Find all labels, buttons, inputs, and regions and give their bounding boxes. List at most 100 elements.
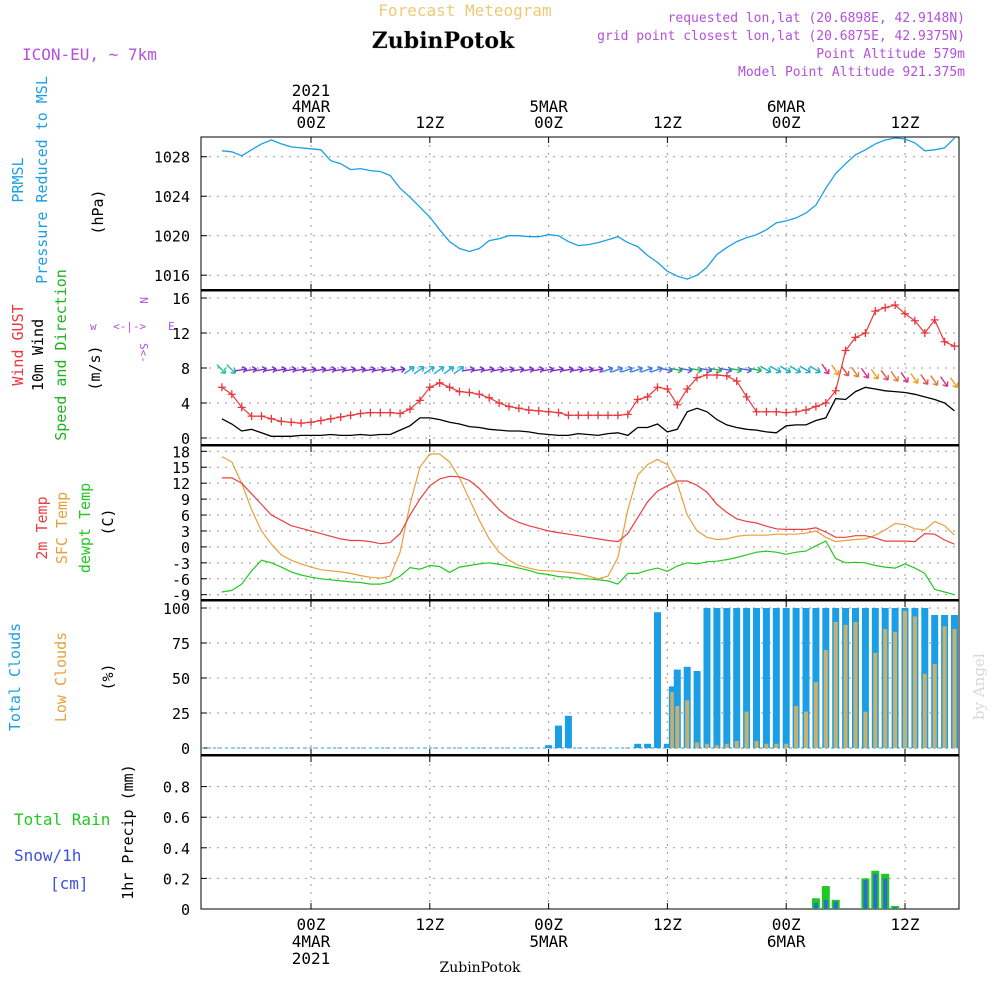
low-cloud-bar (883, 629, 888, 748)
wind-direction-arrow (234, 365, 248, 374)
wind-direction-arrow (910, 373, 919, 384)
arrow-shape (910, 373, 919, 384)
low-cloud-bar (863, 711, 868, 748)
y-tick-label: 1028 (154, 149, 190, 167)
wind-direction-arrow (870, 368, 880, 380)
gust-marker (831, 386, 840, 395)
low-cloud-bar (764, 743, 769, 748)
wind-direction-arrow (860, 367, 870, 379)
gust-marker (732, 377, 741, 386)
arrow-shape (591, 365, 604, 374)
arrow-shape (890, 370, 899, 382)
wind-direction-arrow (759, 365, 772, 374)
arrow-shape (809, 365, 821, 374)
wind-direction-arrow (821, 363, 830, 375)
rain-bar (821, 886, 830, 909)
gust-marker (396, 409, 405, 418)
wind-direction-arrow (630, 365, 643, 373)
dir-key-n: N (137, 297, 150, 304)
snow-bar (873, 873, 878, 909)
low-cloud-bar (813, 682, 818, 748)
sfc-temp-line (221, 453, 955, 580)
model-label: ICON-EU, ~ 7km (22, 45, 157, 64)
arrow-shape (870, 368, 880, 380)
y-tick-label: 75 (172, 635, 190, 653)
gust-marker (851, 333, 860, 342)
low-cloud-bar (774, 743, 779, 748)
arrow-shape (433, 366, 445, 375)
bottom-time-label: 00Z (297, 915, 326, 934)
total-cloud-bar (743, 608, 751, 748)
wind-direction-arrow (940, 376, 949, 388)
snow-unit-label: [cm] (50, 874, 89, 893)
total-cloud-bar (555, 725, 562, 748)
wind-direction-arrow (799, 365, 811, 374)
wind-direction-arrow (809, 365, 821, 374)
wind-direction-arrow (226, 364, 237, 374)
snow-bar (813, 902, 818, 909)
gust-marker (623, 410, 632, 419)
gust-marker (871, 307, 880, 316)
point-altitude: Point Altitude 579m (816, 47, 965, 62)
arrow-shape (779, 365, 792, 374)
arrow-shape (759, 365, 772, 374)
bottom-time-label: 5MAR (529, 932, 568, 951)
arrow-shape (601, 365, 614, 373)
gust-marker (406, 405, 414, 414)
snow-bar (883, 878, 888, 909)
gust-marker (633, 395, 642, 404)
pressure-label-1: PRMSL (9, 157, 27, 202)
snow-bar (863, 879, 868, 909)
wind-direction-arrow (841, 365, 850, 377)
bottom-time-label: 12Z (653, 915, 682, 934)
wind-direction-arrow (850, 366, 860, 378)
total-cloud-bar (802, 608, 810, 748)
gust-marker (485, 393, 494, 402)
y-tick-label: 1020 (154, 228, 190, 246)
total-cloud-bar (713, 608, 721, 748)
low-cloud-bar (853, 622, 858, 748)
gust-marker (534, 406, 543, 415)
wind-direction-arrow (831, 364, 840, 376)
gust-marker (584, 411, 593, 420)
gust-marker (297, 419, 306, 428)
wind-direction-arrow (393, 365, 406, 374)
bottom-time-label: 12Z (891, 915, 920, 934)
arrow-shape (226, 364, 237, 374)
gust-marker (910, 316, 919, 325)
total-rain-label: Total Rain (14, 810, 110, 829)
total-cloud-bar (812, 608, 820, 748)
arrow-shape (403, 366, 415, 375)
top-time-label: 4MAR (292, 97, 331, 116)
wind-direction-arrow (890, 370, 899, 382)
dewpt-label: dewpt Temp (76, 483, 94, 573)
gust-marker (643, 392, 652, 401)
gust-marker (821, 399, 830, 407)
total-cloud-bar (693, 671, 701, 748)
wind-direction-arrow (443, 366, 455, 375)
wind-direction-arrow (779, 365, 792, 374)
y-tick-label: 3 (181, 523, 190, 541)
arrow-shape (234, 365, 248, 374)
total-cloud-bar (753, 608, 760, 748)
snow-bar (833, 901, 838, 909)
y-tick-label: 18 (172, 443, 190, 461)
wind-direction-arrow (216, 364, 227, 374)
pressure-unit: (hPa) (89, 189, 107, 234)
gust-marker (802, 406, 810, 414)
total-cloud-bar (703, 608, 711, 748)
dir-key-arrow: <-|-> (113, 320, 146, 333)
temp2m-label: 2m Temp (33, 496, 51, 559)
y-tick-label: 12 (172, 475, 190, 493)
arrow-shape (611, 365, 624, 373)
y-tick-label: 9 (181, 491, 190, 509)
total-cloud-bar (723, 608, 731, 748)
gust-marker (257, 412, 266, 421)
gust-marker (752, 407, 761, 416)
footer-station: ZubinPotok (439, 960, 521, 976)
low-cloud-bar (754, 741, 759, 748)
arrow-shape (821, 363, 830, 375)
gust-marker (594, 411, 603, 420)
low-cloud-bar (784, 743, 789, 748)
wind-direction-arrow (880, 369, 889, 381)
